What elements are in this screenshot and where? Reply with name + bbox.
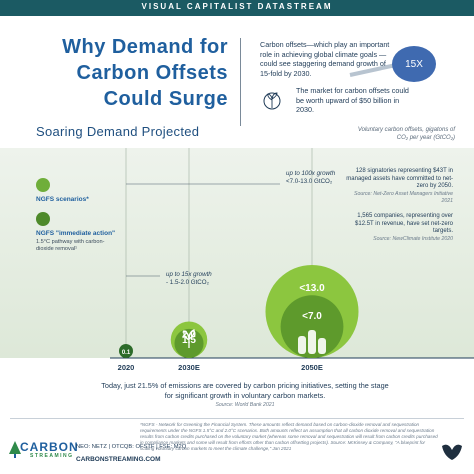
intro-connector	[349, 63, 397, 77]
title-divider	[240, 38, 241, 126]
bubble-outer-2020	[119, 344, 133, 358]
label-outer-2050E: <13.0	[299, 283, 325, 294]
coin-stack-icon-0	[298, 336, 306, 354]
ticker-symbols: NEO: NETZ | OTCQB: OFSTF | FSE: M2Q	[76, 444, 187, 450]
annotation-100x: up to 100x growth <7.0-13.0 GtCO₂	[286, 170, 335, 186]
x-tick-2030E: 2030E	[178, 363, 200, 372]
legend-ngfs: NGFS scenarios*	[36, 196, 89, 203]
legend-ngfs-immediate-desc: 1.5°C pathway with carbon-dioxide remova…	[36, 239, 105, 252]
leaf-icon	[36, 178, 50, 192]
coin-stack-icon-2	[318, 338, 326, 354]
chart-unit-note: Voluntary carbon offsets, gigatons of CO…	[357, 127, 455, 141]
leaf-icon-dark	[36, 212, 50, 226]
stat-companies-source: Source: NewClimate Institute 2020	[373, 235, 453, 242]
brand-sub: STREAMING	[30, 453, 74, 459]
title-line-2: Carbon Offsets	[76, 62, 228, 84]
annotation-100x-range: <7.0-13.0 GtCO₂	[286, 178, 333, 185]
bubble-inner-2050E	[280, 295, 344, 358]
annotation-15x: up to 15x growth - 1.5-2.0 GtCO₂	[166, 271, 212, 287]
stat-signatories-source: Source: Net-Zero Asset Managers Initiati…	[354, 190, 453, 205]
banner-text: VISUAL CAPITALIST DATASTREAM	[141, 2, 333, 11]
footer-divider	[10, 418, 464, 419]
seedling-icon	[183, 329, 195, 348]
intro-text-2: The market for carbon offsets could be w…	[296, 86, 409, 114]
takeaway-source: Source: World Bank 2021	[215, 402, 275, 408]
growth-badge: 15X	[392, 46, 436, 82]
legend-ngfs-immediate: NGFS "immediate action"	[36, 230, 116, 237]
stat-signatories-text: 128 signatories representing $43T in man…	[346, 168, 453, 189]
x-tick-2020: 2020	[118, 363, 135, 372]
chart-background	[0, 148, 474, 358]
label-outer-2020: 0.1	[122, 350, 131, 356]
stat-companies: 1,565 companies, representing over $12.5…	[345, 213, 453, 243]
takeaway-text: Today, just 21.5% of emissions are cover…	[101, 381, 389, 400]
footnote: *NGFS - Network for Greening the Financi…	[140, 422, 438, 452]
intro-text-1: Carbon offsets—which play an important r…	[260, 40, 390, 78]
page-title: Why Demand for Carbon Offsets Could Surg…	[18, 34, 228, 112]
section-title: Soaring Demand Projected	[36, 124, 200, 139]
stat-signatories: 128 signatories representing $43T in man…	[345, 168, 453, 206]
website-link[interactable]: CARBONSTREAMING.COM	[76, 456, 161, 463]
plant-coin-icon	[263, 92, 281, 110]
annotation-15x-range: - 1.5-2.0 GtCO₂	[166, 279, 209, 286]
visual-capitalist-logo-icon	[442, 444, 462, 460]
label-inner-2050E: <7.0	[302, 311, 322, 322]
title-line-3: Could Surge	[103, 88, 228, 110]
coin-stack-icon-1	[308, 330, 316, 354]
stat-companies-text: 1,565 companies, representing over $12.5…	[355, 213, 453, 234]
x-tick-2050E: 2050E	[301, 363, 323, 372]
brand-name: CARBON	[20, 440, 79, 454]
annotation-100x-title: up to 100x growth	[286, 170, 336, 177]
annotation-15x-title: up to 15x growth	[166, 271, 212, 278]
title-line-1: Why Demand for	[62, 36, 228, 58]
chart-bubbles	[119, 264, 359, 358]
tree-logo-icon	[9, 441, 21, 458]
banner-bar	[0, 0, 474, 16]
